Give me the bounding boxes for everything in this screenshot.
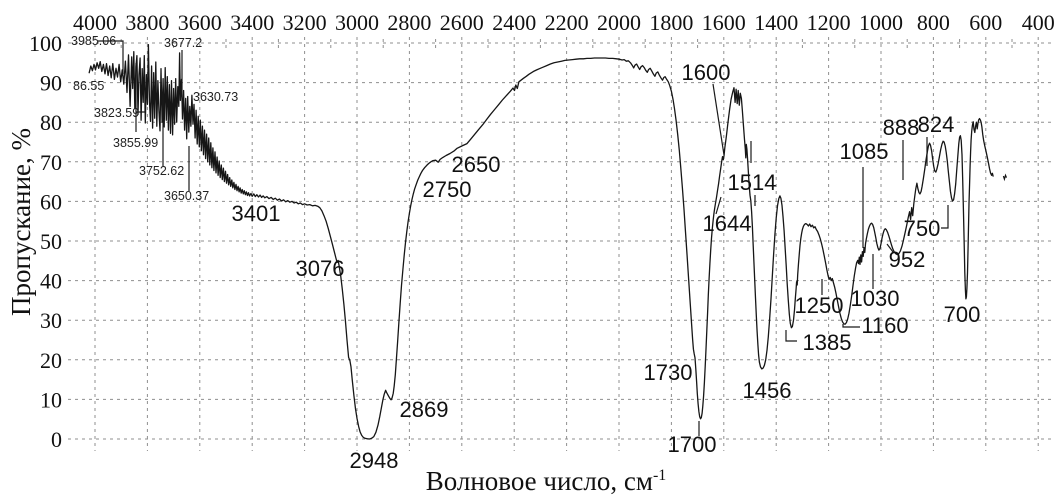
peak-label: 3985.06 (71, 34, 116, 48)
peak-label: 750 (904, 216, 941, 241)
peak-leader-line (712, 83, 725, 156)
peak-label: 3752.62 (139, 164, 184, 178)
y-axis-title: Пропускание, % (6, 128, 36, 316)
peak-label: 3076 (296, 256, 345, 281)
x-tick-label: 2000 (597, 10, 641, 35)
y-tick-label: 90 (40, 71, 62, 96)
peak-label: 2650 (452, 152, 501, 177)
peak-label: 1030 (851, 286, 900, 311)
x-axis-title: Волновое число, см-1 (426, 466, 667, 496)
x-tick-label: 2200 (545, 10, 589, 35)
peak-label: 1085 (840, 139, 889, 164)
peak-leader-line (842, 324, 860, 328)
peak-label: 1160 (861, 313, 908, 338)
peak-label: 3855.99 (113, 136, 158, 150)
peak-label: 1385 (803, 330, 852, 355)
y-tick-label: 60 (40, 189, 62, 214)
x-tick-label: 1800 (649, 10, 693, 35)
x-tick-label: 400 (1022, 10, 1055, 35)
x-tick-label: 2800 (387, 10, 431, 35)
y-tick-label: 100 (29, 31, 62, 56)
peak-label: 1600 (682, 60, 731, 85)
peak-label: 888 (883, 115, 920, 140)
y-tick-label: 80 (40, 110, 62, 135)
peak-label: 1456 (743, 378, 792, 403)
x-tick-label: 3000 (335, 10, 379, 35)
x-tick-label: 3800 (125, 10, 169, 35)
peak-label: 700 (944, 302, 981, 327)
x-tick-label: 600 (969, 10, 1002, 35)
peak-label: 2750 (423, 177, 472, 202)
peak-leader-line (715, 196, 722, 215)
y-tick-label: 20 (40, 348, 62, 373)
peak-label: 3823.59 (94, 106, 139, 120)
peak-label: 1514 (728, 170, 777, 195)
y-tick-label: 70 (40, 150, 62, 175)
spectrum-tail-artifact (1002, 173, 1008, 182)
x-tick-label: 1200 (807, 10, 851, 35)
peak-leader-line (136, 90, 146, 113)
peak-label: 3650.37 (164, 189, 209, 203)
peak-label: 824 (918, 112, 955, 137)
y-tick-label: 0 (51, 427, 62, 452)
spectrum-curve (88, 43, 994, 440)
peak-label: 2948 (350, 448, 399, 473)
x-tick-label: 3200 (283, 10, 327, 35)
peak-label: 1644 (703, 211, 752, 236)
x-tick-label: 1000 (859, 10, 903, 35)
peak-leader-line (98, 40, 124, 74)
peak-label: 1700 (668, 432, 717, 457)
peak-label: 952 (889, 247, 926, 272)
peak-label: 3401 (232, 201, 281, 226)
peak-leader-line (886, 243, 894, 253)
peak-label: 1250 (795, 293, 844, 318)
peak-label: 3677.2 (164, 36, 202, 50)
peak-label: 86.55 (73, 79, 104, 93)
x-tick-label: 4000 (73, 10, 117, 35)
x-tick-label: 2600 (440, 10, 484, 35)
x-tick-label: 1400 (754, 10, 798, 35)
peak-label: 1730 (644, 360, 693, 385)
y-tick-label: 10 (40, 387, 62, 412)
peak-leader-line (785, 330, 797, 342)
peak-leader-line (941, 205, 949, 229)
x-tick-label: 800 (917, 10, 950, 35)
x-tick-label: 3600 (178, 10, 222, 35)
y-tick-label: 50 (40, 229, 62, 254)
x-tick-label: 3400 (230, 10, 274, 35)
y-tick-label: 40 (40, 269, 62, 294)
peak-label: 2869 (400, 397, 449, 422)
y-tick-label: 30 (40, 308, 62, 333)
x-tick-label: 2400 (492, 10, 536, 35)
peak-label: 3630.73 (193, 90, 238, 104)
x-tick-label: 1600 (702, 10, 746, 35)
